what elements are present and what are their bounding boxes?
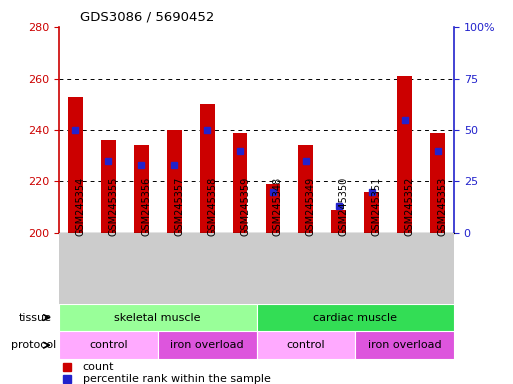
Text: protocol: protocol — [11, 340, 56, 350]
Text: GSM245359: GSM245359 — [240, 176, 250, 235]
Bar — [256, 331, 355, 359]
Text: control: control — [287, 340, 325, 350]
Text: GSM245354: GSM245354 — [75, 176, 86, 235]
Text: tissue: tissue — [19, 313, 52, 323]
Text: GSM245351: GSM245351 — [372, 176, 382, 235]
Bar — [59, 304, 256, 331]
Text: GSM245356: GSM245356 — [141, 176, 151, 235]
Bar — [364, 192, 379, 233]
Bar — [134, 146, 149, 233]
Bar — [299, 146, 313, 233]
Bar — [59, 331, 158, 359]
Text: GSM245353: GSM245353 — [438, 176, 447, 235]
Text: GDS3086 / 5690452: GDS3086 / 5690452 — [80, 10, 214, 23]
Text: cardiac muscle: cardiac muscle — [313, 313, 397, 323]
Bar — [232, 132, 247, 233]
Bar — [68, 97, 83, 233]
Text: skeletal muscle: skeletal muscle — [114, 313, 201, 323]
Text: GSM245358: GSM245358 — [207, 176, 217, 235]
Bar — [101, 140, 116, 233]
Text: GSM245349: GSM245349 — [306, 176, 316, 235]
Text: GSM245355: GSM245355 — [108, 176, 119, 235]
Text: GSM245350: GSM245350 — [339, 176, 349, 235]
Bar — [266, 184, 281, 233]
Bar — [331, 210, 346, 233]
Bar — [397, 76, 412, 233]
Text: GSM245357: GSM245357 — [174, 176, 184, 235]
Bar — [430, 132, 445, 233]
Text: GSM245352: GSM245352 — [405, 176, 415, 235]
Text: count: count — [83, 361, 114, 372]
Bar — [167, 130, 182, 233]
Text: GSM245348: GSM245348 — [273, 176, 283, 235]
Text: percentile rank within the sample: percentile rank within the sample — [83, 374, 270, 384]
Text: control: control — [89, 340, 128, 350]
Text: iron overload: iron overload — [368, 340, 442, 350]
Bar — [200, 104, 214, 233]
Bar — [355, 331, 454, 359]
Text: iron overload: iron overload — [170, 340, 244, 350]
Bar — [256, 304, 454, 331]
Bar — [158, 331, 256, 359]
